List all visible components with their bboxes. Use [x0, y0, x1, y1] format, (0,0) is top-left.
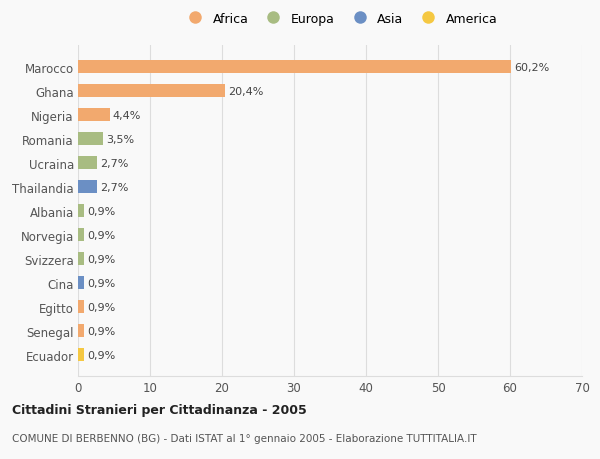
Bar — [78, 348, 85, 361]
Bar — [78, 324, 85, 337]
Text: Cittadini Stranieri per Cittadinanza - 2005: Cittadini Stranieri per Cittadinanza - 2… — [12, 403, 307, 416]
Bar — [78, 205, 85, 218]
Text: 0,9%: 0,9% — [88, 230, 116, 240]
Bar — [78, 252, 85, 266]
Bar — [78, 85, 225, 98]
Text: 0,9%: 0,9% — [88, 206, 116, 216]
Text: 0,9%: 0,9% — [88, 302, 116, 312]
Bar — [78, 157, 97, 170]
Text: 2,7%: 2,7% — [100, 182, 128, 192]
Text: 4,4%: 4,4% — [113, 111, 141, 120]
Bar — [78, 276, 85, 290]
Legend: Africa, Europa, Asia, America: Africa, Europa, Asia, America — [182, 12, 498, 25]
Bar — [78, 300, 85, 313]
Text: 3,5%: 3,5% — [106, 134, 134, 144]
Bar — [78, 181, 97, 194]
Text: 60,2%: 60,2% — [514, 62, 550, 73]
Text: 0,9%: 0,9% — [88, 326, 116, 336]
Text: 0,9%: 0,9% — [88, 278, 116, 288]
Text: 0,9%: 0,9% — [88, 350, 116, 360]
Bar — [78, 133, 103, 146]
Bar — [78, 229, 85, 241]
Text: 0,9%: 0,9% — [88, 254, 116, 264]
Bar — [78, 109, 110, 122]
Bar — [78, 61, 511, 74]
Text: 20,4%: 20,4% — [228, 86, 263, 96]
Text: 2,7%: 2,7% — [100, 158, 128, 168]
Text: COMUNE DI BERBENNO (BG) - Dati ISTAT al 1° gennaio 2005 - Elaborazione TUTTITALI: COMUNE DI BERBENNO (BG) - Dati ISTAT al … — [12, 433, 476, 442]
